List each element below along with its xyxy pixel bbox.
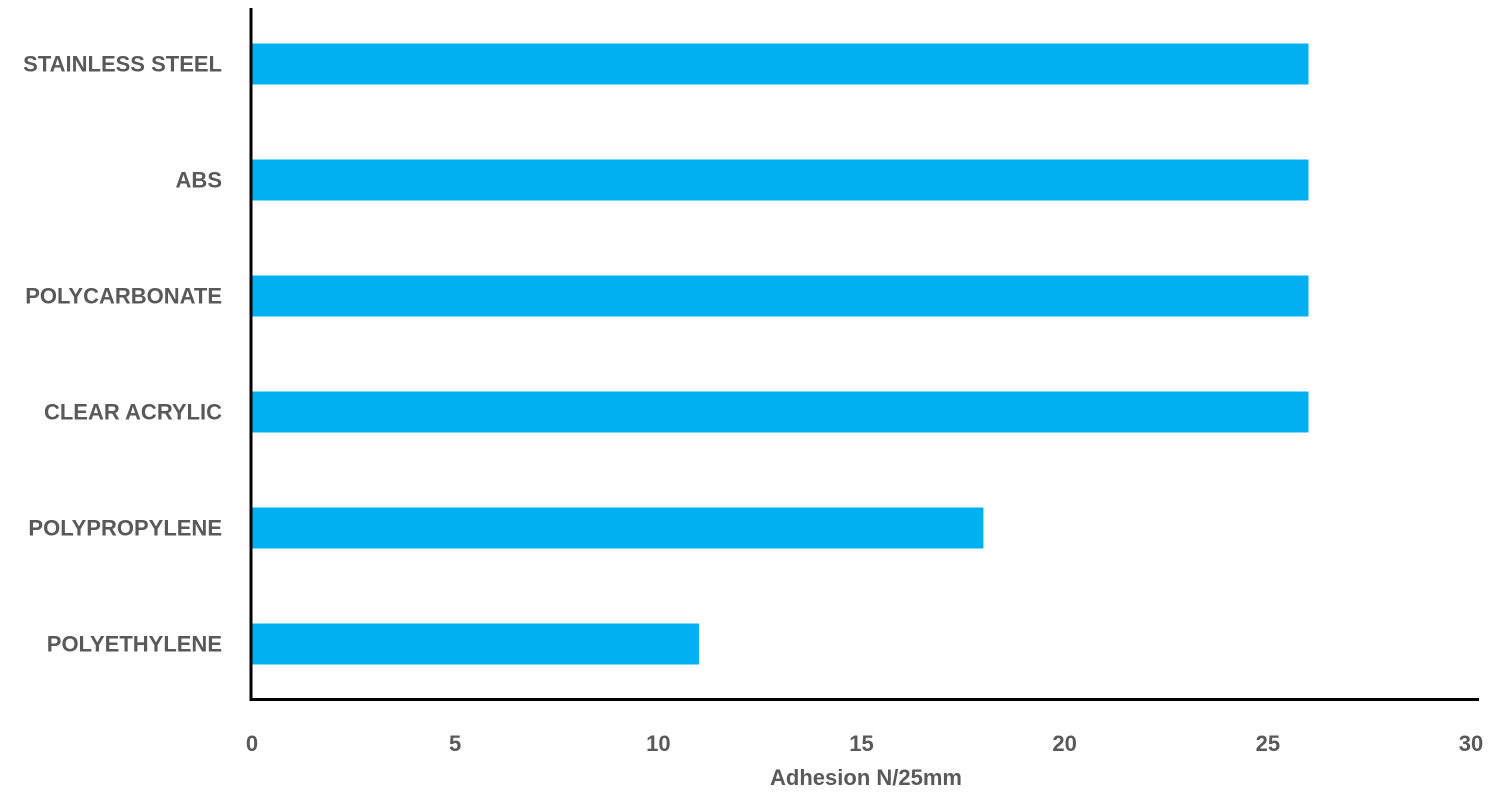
x-tick-label-30: 30 [1459, 731, 1483, 756]
category-labels: STAINLESS STEEL ABS POLYCARBONATE CLEAR ACR… [23, 52, 222, 657]
bar-abs [252, 159, 1309, 201]
bar-clear-acrylic [252, 391, 1309, 433]
bar-stainless-steel [252, 43, 1309, 85]
x-tick-label-20: 20 [1052, 731, 1076, 756]
category-label-polypropylene: POLYPROPYLENE [28, 516, 222, 541]
x-tick-label-5: 5 [449, 731, 461, 756]
x-tick-label-0: 0 [246, 731, 258, 756]
x-axis-title: Adhesion N/25mm [770, 765, 962, 790]
x-tick-label-25: 25 [1256, 731, 1280, 756]
bar-polycarbonate [252, 275, 1309, 317]
x-tick-label-10: 10 [646, 731, 670, 756]
bar-polyethylene [252, 623, 699, 665]
bars-layer [252, 43, 1309, 665]
bar-polypropylene [252, 507, 984, 549]
x-tick-label-15: 15 [849, 731, 873, 756]
category-label-polycarbonate: POLYCARBONATE [25, 284, 222, 309]
category-label-clear-acrylic: CLEAR ACRYLIC [44, 400, 222, 425]
category-label-polyethylene: POLYETHYLENE [47, 632, 222, 657]
category-label-stainless-steel: STAINLESS STEEL [23, 52, 222, 77]
x-tick-labels: 0 5 10 15 20 25 30 [246, 731, 1483, 756]
category-label-abs: ABS [176, 168, 222, 193]
